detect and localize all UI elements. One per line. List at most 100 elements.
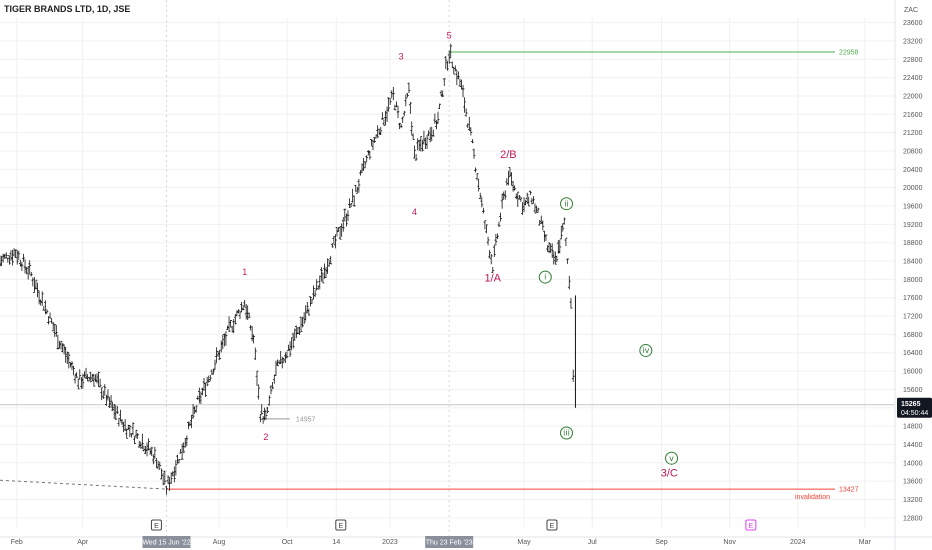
price-bar	[352, 195, 356, 207]
price-bar	[72, 365, 75, 376]
price-bar	[29, 271, 33, 277]
price-bar	[34, 279, 38, 290]
x-tick-label: Mar	[859, 539, 872, 546]
price-bar	[399, 124, 403, 129]
price-bar	[307, 308, 311, 316]
price-bar	[550, 243, 554, 258]
y-tick-label: 23200	[903, 38, 923, 45]
price-bar	[425, 134, 429, 150]
price-bar	[125, 428, 129, 439]
price-bar	[150, 446, 154, 456]
price-bar	[23, 259, 27, 274]
wave-label: 2	[263, 432, 268, 442]
price-bar	[436, 111, 440, 124]
earnings-marker[interactable]: E	[150, 519, 162, 531]
price-bar	[28, 260, 32, 275]
price-bar	[555, 255, 559, 263]
price-bar	[376, 125, 380, 138]
price-bar	[491, 266, 495, 273]
price-bar	[471, 139, 474, 144]
date-highlight-badge	[425, 536, 474, 548]
price-bar	[218, 349, 222, 360]
grid-layer	[0, 0, 895, 537]
price-bar	[151, 454, 155, 465]
sub-wave-label: ii	[559, 197, 573, 211]
price-bar	[109, 395, 113, 409]
price-bar	[407, 82, 411, 94]
price-bar	[564, 237, 568, 247]
price-bar	[341, 216, 345, 232]
price-bar	[45, 309, 49, 314]
price-bar	[329, 255, 333, 265]
svg-text:E: E	[749, 523, 754, 530]
wave-label: 2/B	[500, 149, 517, 161]
earnings-marker[interactable]: E	[546, 519, 558, 531]
price-bar	[344, 213, 348, 227]
levels-layer: 22958 13427 invalidation 14957	[0, 50, 895, 501]
price-bar	[40, 291, 44, 306]
price-bar	[247, 312, 251, 318]
price-bar	[494, 233, 498, 246]
price-bar	[405, 93, 409, 98]
price-bar	[472, 148, 476, 159]
price-bar	[156, 460, 160, 469]
sub-wave-label: iv	[639, 343, 653, 357]
price-bar	[483, 220, 487, 230]
price-bar	[136, 433, 140, 439]
price-bar	[408, 102, 412, 114]
price-bar	[89, 371, 93, 383]
price-bar	[447, 50, 451, 64]
time-axis[interactable]: Feb Apr Aug Oct 14 2023 May Jul Sep Nov 2024 Mar Wed…	[0, 519, 932, 548]
price-bar	[260, 404, 264, 416]
price-bar	[431, 129, 435, 137]
y-tick-label: 20800	[903, 148, 923, 155]
price-bar	[212, 368, 215, 375]
price-bar	[343, 208, 347, 222]
price-bar	[516, 191, 520, 208]
price-bar	[155, 458, 158, 468]
price-bar	[191, 403, 195, 419]
price-bar	[562, 217, 566, 225]
price-bar	[253, 347, 257, 360]
y-tick-label: 12800	[903, 515, 923, 522]
price-bar	[380, 112, 384, 120]
price-bar	[246, 305, 250, 320]
price-bar	[54, 325, 58, 337]
date-highlight-label: Thu 23 Feb '23	[426, 540, 473, 547]
level-label: 22958	[839, 50, 859, 57]
wave-label: 5	[447, 31, 452, 41]
price-bar	[393, 104, 397, 111]
y-tick-label: 20400	[903, 167, 923, 174]
price-bar	[78, 369, 82, 380]
price-bar	[478, 192, 482, 200]
price-bar	[4, 252, 8, 259]
price-bar	[373, 137, 376, 143]
price-bar	[208, 374, 212, 382]
price-bar	[134, 429, 138, 439]
price-bar	[402, 110, 406, 117]
earnings-marker[interactable]: E	[745, 519, 757, 531]
price-axis[interactable]: 1280013200136001400014400148001520015600…	[894, 0, 932, 550]
price-bar	[411, 133, 415, 140]
price-bar	[204, 383, 207, 398]
price-bar	[395, 101, 398, 108]
price-bar	[276, 359, 279, 367]
price-bar	[174, 460, 178, 476]
price-bar	[382, 119, 386, 126]
price-bar	[182, 442, 186, 454]
trendline[interactable]	[0, 479, 167, 490]
svg-text:E: E	[154, 523, 159, 530]
price-bar	[67, 352, 71, 369]
wave-label: 1	[242, 267, 247, 277]
earnings-marker[interactable]: E	[335, 519, 347, 531]
price-bar	[528, 190, 532, 196]
price-bar	[224, 331, 228, 346]
price-bar	[267, 395, 271, 406]
price-bar	[301, 316, 304, 328]
price-bar	[81, 373, 85, 389]
last-price-label: 15265	[901, 401, 921, 408]
price-bar	[401, 116, 405, 124]
price-bar	[326, 258, 330, 274]
price-bar	[485, 224, 488, 234]
